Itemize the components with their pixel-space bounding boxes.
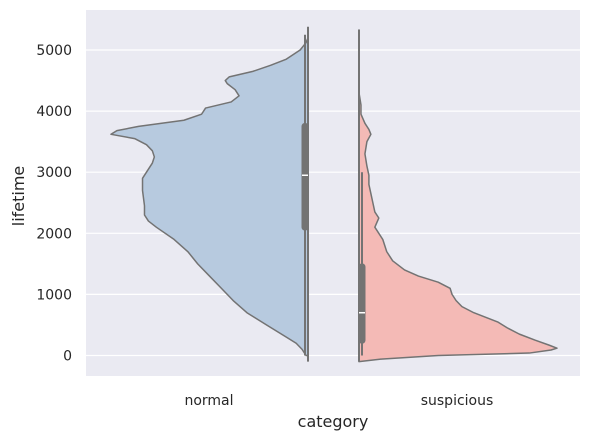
y-tick-label: 5000 (36, 43, 72, 59)
x-tick-label-normal: normal (184, 393, 233, 409)
y-tick-label: 1000 (36, 287, 72, 303)
x-axis-label: category (298, 412, 369, 431)
x-tick-label-suspicious: suspicious (421, 393, 494, 409)
y-tick-label: 2000 (36, 226, 72, 242)
y-tick-label: 0 (63, 349, 72, 365)
y-tick-label: 4000 (36, 104, 72, 120)
y-tick-labels: 0 1000 2000 3000 4000 5000 (36, 43, 72, 365)
violin-suspicious (358, 29, 558, 363)
y-tick-label: 3000 (36, 165, 72, 181)
violin-normal (110, 37, 309, 357)
inner-boxes (301, 34, 366, 356)
y-axis-label: lifetime (9, 166, 28, 227)
x-tick-labels: normal suspicious (184, 393, 493, 409)
